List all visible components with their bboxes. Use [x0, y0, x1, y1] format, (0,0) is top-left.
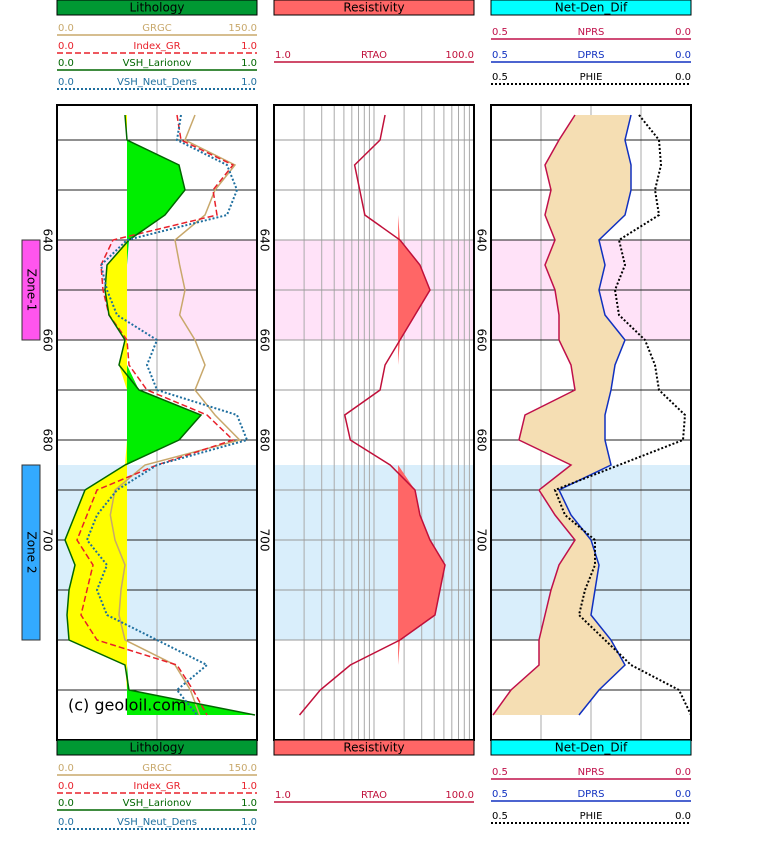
curve	[76, 114, 235, 716]
legend-name: PHIE	[580, 811, 603, 822]
track-header	[56, 739, 258, 756]
track-header	[273, 0, 475, 16]
curve	[109, 114, 242, 716]
legend-name: VSH_Larionov	[123, 798, 192, 809]
legend-name: GRGC	[142, 763, 171, 774]
fill-area	[65, 115, 127, 715]
legend-max: 0.0	[675, 767, 691, 778]
legend-name: DPRS	[577, 789, 604, 800]
legend-min: 0.5	[492, 72, 508, 83]
legend-min: 0.0	[58, 41, 74, 52]
zone-label: Zone 2	[25, 532, 39, 574]
legend-max: 1.0	[241, 781, 257, 792]
legend-name: RTAO	[361, 790, 387, 801]
legend-name: VSH_Neut_Dens	[117, 77, 197, 88]
legend-name: GRGC	[142, 23, 171, 34]
legend-max: 0.0	[675, 50, 691, 61]
legend-max: 1.0	[241, 58, 257, 69]
track-title: Lithology	[129, 1, 184, 15]
track-header	[56, 0, 258, 16]
legend-name: PHIE	[580, 72, 603, 83]
legend-name: DPRS	[577, 50, 604, 61]
legend-max: 1.0	[241, 817, 257, 828]
depth-label: 660	[475, 329, 489, 352]
curve	[298, 114, 446, 716]
legend-name: NPRS	[578, 27, 605, 38]
curve	[64, 114, 256, 716]
legend-min: 0.0	[58, 763, 74, 774]
zone-box	[21, 239, 41, 341]
curve	[557, 114, 632, 716]
track-title: Resistivity	[343, 741, 404, 755]
legend-min: 0.0	[58, 817, 74, 828]
legend-max: 150.0	[228, 763, 257, 774]
legend-max: 1.0	[241, 41, 257, 52]
curve	[492, 114, 576, 716]
legend-max: 1.0	[241, 77, 257, 88]
legend-min: 1.0	[275, 790, 291, 801]
track-title: Resistivity	[343, 1, 404, 15]
legend-min: 0.5	[492, 811, 508, 822]
legend-name: VSH_Neut_Dens	[117, 817, 197, 828]
legend-min: 0.0	[58, 798, 74, 809]
depth-label: 680	[475, 429, 489, 452]
depth-label: 700	[258, 529, 272, 552]
legend-min: 1.0	[275, 50, 291, 61]
track-title: Lithology	[129, 741, 184, 755]
fill-area	[127, 115, 255, 715]
legend-max: 0.0	[675, 72, 691, 83]
depth-label: 680	[41, 429, 55, 452]
track-header	[273, 739, 475, 756]
watermark: (c) geoloil.com	[68, 696, 187, 715]
legend-max: 0.0	[675, 811, 691, 822]
track-title: Net-Den_Dif	[555, 1, 628, 15]
legend-min: 0.5	[492, 27, 508, 38]
track-header	[490, 739, 692, 756]
legend-max: 150.0	[228, 23, 257, 34]
depth-label: 640	[258, 229, 272, 252]
legend-min: 0.5	[492, 50, 508, 61]
legend-min: 0.0	[58, 77, 74, 88]
legend-max: 0.0	[675, 27, 691, 38]
legend-name: Index_GR	[133, 781, 180, 792]
fill-area	[493, 115, 631, 715]
curve	[85, 114, 249, 716]
legend-max: 100.0	[445, 790, 474, 801]
depth-label: 660	[258, 329, 272, 352]
legend-max: 1.0	[241, 798, 257, 809]
zone-box	[21, 464, 41, 641]
legend-name: RTAO	[361, 50, 387, 61]
legend-name: VSH_Larionov	[123, 58, 192, 69]
depth-label: 700	[41, 529, 55, 552]
track-title: Net-Den_Dif	[555, 741, 628, 755]
legend-name: NPRS	[578, 767, 605, 778]
legend-max: 0.0	[675, 789, 691, 800]
legend-min: 0.5	[492, 767, 508, 778]
curve	[553, 114, 691, 716]
legend-min: 0.5	[492, 789, 508, 800]
depth-label: 660	[41, 329, 55, 352]
depth-label: 640	[475, 229, 489, 252]
zone-label: Zone-1	[25, 269, 39, 312]
depth-label: 680	[258, 429, 272, 452]
track-header	[490, 0, 692, 16]
legend-min: 0.0	[58, 23, 74, 34]
legend-min: 0.0	[58, 58, 74, 69]
depth-label: 700	[475, 529, 489, 552]
depth-label: 640	[41, 229, 55, 252]
legend-name: Index_GR	[133, 41, 180, 52]
legend-max: 100.0	[445, 50, 474, 61]
legend-min: 0.0	[58, 781, 74, 792]
fill-area	[398, 115, 446, 715]
